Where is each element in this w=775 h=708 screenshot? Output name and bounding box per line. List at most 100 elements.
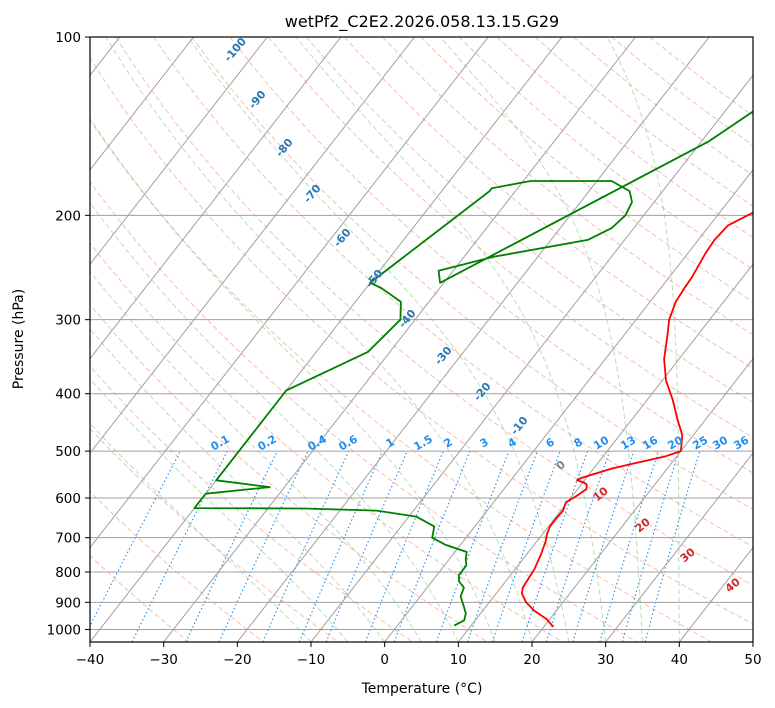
isotherm-gridline: [90, 37, 268, 266]
mixing-ratio-line: [466, 450, 538, 642]
mixing-ratio-line: [572, 450, 635, 642]
mixing-ratio-label: 30: [710, 433, 730, 452]
blue-line-label: -20: [471, 380, 494, 404]
mixing-ratio-line: [218, 450, 309, 642]
mixing-ratio-label: 1.5: [412, 432, 435, 453]
moist-adiabat-line: [187, 37, 570, 642]
y-tick-label: 800: [55, 565, 81, 581]
red-line-label: 10: [591, 484, 611, 504]
axes: −40 −30 −20 −10 0 10 20 30 40 5010009008007006005…: [47, 30, 762, 668]
isotherm-gridline: [531, 357, 753, 642]
mixing-ratio-label: 3: [478, 435, 491, 450]
dry-adiabat-line: [420, 37, 753, 303]
x-tick-label: 30: [597, 652, 614, 668]
x-tick-label: −30: [149, 652, 178, 668]
isotherm-gridline: [90, 37, 342, 360]
moist-adiabat-line: [90, 378, 349, 642]
mixing-ratio-line: [521, 450, 589, 642]
dry-adiabat-line: [90, 554, 190, 642]
isotherm-gridline: [90, 37, 563, 642]
y-tick-label: 1000: [47, 622, 81, 638]
mixing-ratio-label: 1: [384, 435, 397, 450]
mixing-ratio-label: 25: [690, 434, 710, 453]
isotherm-gridline: [457, 263, 753, 642]
y-tick-label: 600: [55, 491, 81, 507]
dry-adiabat-line: [90, 242, 563, 642]
mixing-ratio-label: 0.6: [337, 432, 361, 453]
y-tick-label: 100: [55, 30, 81, 46]
mixing-ratio-label: 36: [731, 433, 751, 452]
x-tick-label: 50: [744, 652, 761, 668]
red-line-label: 20: [633, 515, 653, 535]
isotherm-gridline: [90, 37, 415, 454]
mixing-ratio-line: [298, 450, 384, 642]
mixing-ratio-line: [435, 450, 510, 642]
moist-adiabat-line: [90, 117, 496, 642]
mixing-ratio-label: 0.1: [209, 432, 232, 453]
mixing-ratio-label: 6: [544, 435, 557, 450]
mixing-ratio-line: [599, 450, 660, 642]
dry-adiabat-line: [344, 37, 753, 369]
mixing-ratio-label: 0.4: [306, 432, 330, 453]
dry-adiabat-line: [153, 37, 753, 548]
mixing-ratio-line: [325, 450, 408, 642]
dry-adiabat-line: [573, 37, 753, 177]
mixing-ratio-line: [644, 450, 701, 642]
isotherm-gridline: [310, 74, 753, 642]
dry-adiabat-line: [90, 427, 339, 642]
x-tick-label: −10: [297, 652, 326, 668]
x-tick-label: 10: [450, 652, 467, 668]
mixing-ratio-line: [491, 450, 561, 642]
moist-adiabat-line: [439, 37, 643, 642]
isotherm-gridline: [236, 37, 710, 642]
blue-line-label: -100: [221, 35, 249, 65]
y-tick-label: 700: [55, 531, 81, 547]
isotherm-gridline: [752, 641, 753, 642]
dry-adiabat-line: [305, 37, 753, 403]
dry-adiabat-line: [90, 119, 712, 642]
red-line-label: 30: [678, 545, 698, 565]
dry-adiabat-line: [90, 181, 638, 642]
dry-adiabat-line: [267, 37, 753, 438]
chart-title: wetPf2_C2E2.2026.058.13.15.G29: [285, 12, 559, 32]
mixing-ratio-label: 0.2: [256, 432, 279, 453]
blue-line-label: -70: [301, 182, 324, 206]
dry-adiabat-line: [382, 37, 753, 336]
dewpoint-line: [193, 110, 753, 627]
mixing-ratio-label: 16: [640, 433, 660, 452]
blue-line-label: -30: [432, 344, 455, 368]
temperature-line: [521, 211, 753, 628]
x-tick-label: 0: [380, 652, 389, 668]
blue-line-label: -10: [508, 414, 531, 438]
x-axis-title: Temperature (°C): [361, 681, 483, 697]
x-tick-label: −40: [76, 652, 105, 668]
moist-adiabat-line: [90, 328, 386, 642]
mixing-ratio-line: [621, 450, 680, 642]
mixing-ratio-label: 13: [618, 434, 638, 453]
isotherm-gridline: [163, 37, 636, 642]
moist-adiabat-line: [295, 37, 607, 642]
plot-frame: [89, 36, 754, 643]
moist-adiabat-line: [105, 37, 533, 642]
blue-line-label: -80: [273, 136, 296, 160]
moist-adiabat-line: [90, 270, 422, 642]
moist-adiabat-line: [606, 37, 680, 642]
dry-adiabat-line: [115, 37, 753, 586]
isotherm-gridline: [90, 37, 194, 171]
x-tick-label: 20: [523, 652, 540, 668]
blue-line-label: -60: [331, 226, 354, 250]
isotherm-gridline: [90, 37, 489, 549]
mixing-ratio-line: [90, 450, 181, 628]
dry-adiabat-line: [90, 303, 488, 642]
mixing-ratio-line: [364, 450, 444, 642]
y-tick-label: 300: [55, 313, 81, 329]
mixing-ratio-label: 2: [442, 435, 455, 450]
grey-line-label: 0: [554, 458, 568, 473]
y-axis-title: Pressure (hPa): [11, 289, 27, 389]
x-tick-label: 40: [671, 652, 688, 668]
blue-line-label: -90: [246, 88, 269, 112]
mixing-ratio-line: [131, 450, 228, 642]
y-tick-label: 900: [55, 595, 81, 611]
blue-line-label: -40: [396, 307, 419, 331]
